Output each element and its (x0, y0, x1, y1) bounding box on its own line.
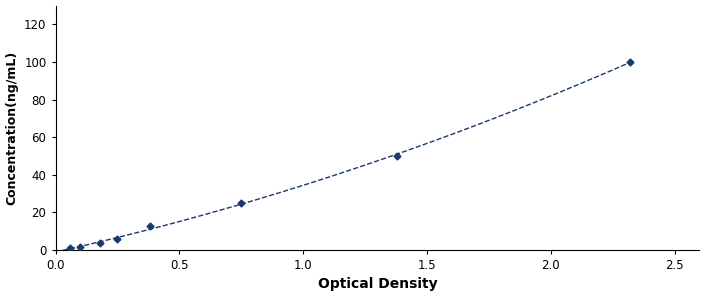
Y-axis label: Concentration(ng/mL): Concentration(ng/mL) (6, 50, 18, 205)
X-axis label: Optical Density: Optical Density (318, 277, 437, 291)
